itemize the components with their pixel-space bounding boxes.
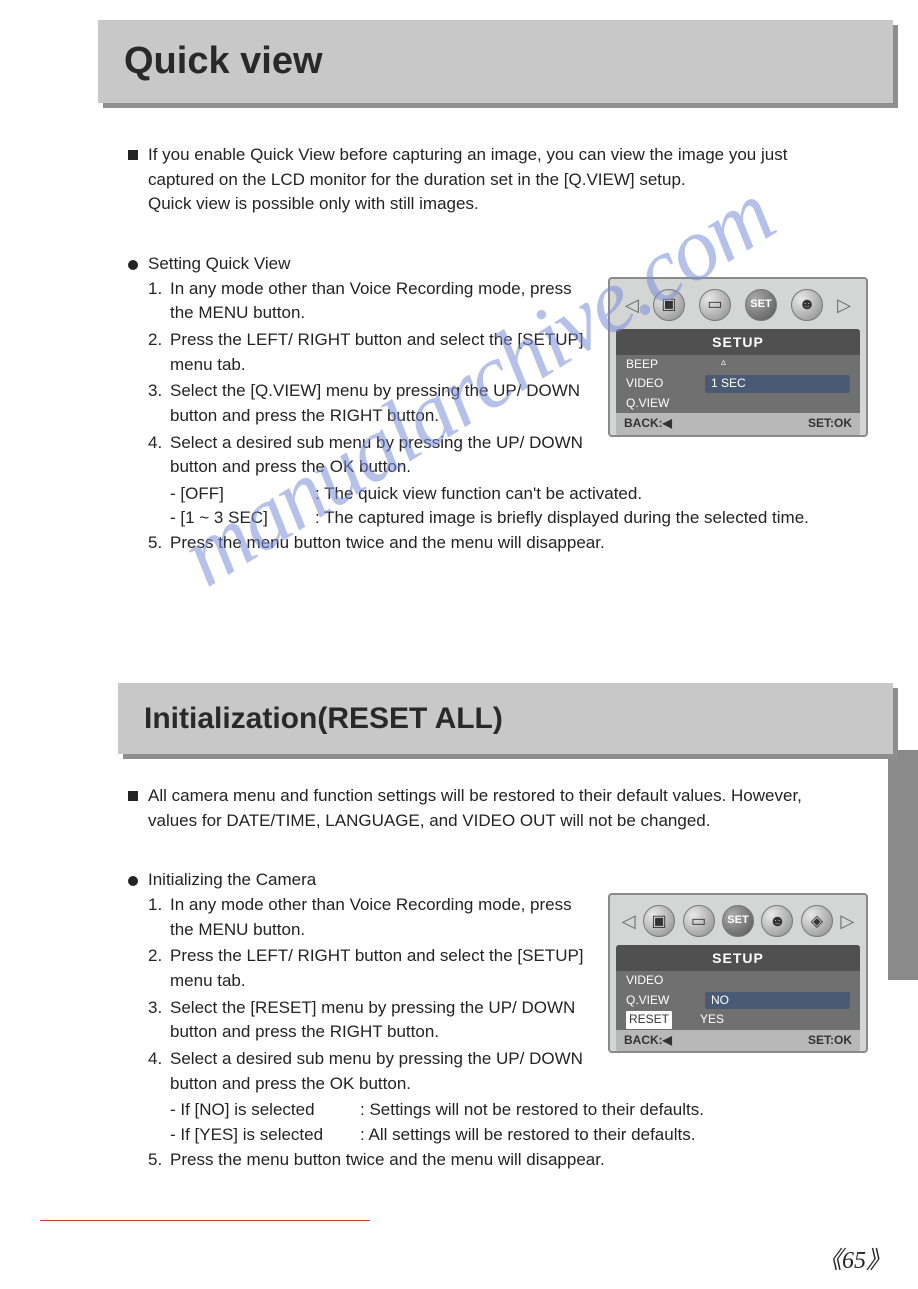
lcd-set-label: SET:OK bbox=[808, 1032, 852, 1049]
lcd-menu-item: VIDEO bbox=[626, 375, 691, 392]
sub-option-val: : The captured image is briefly displaye… bbox=[315, 506, 809, 531]
lcd-camera-icon: ▣ bbox=[653, 289, 685, 321]
intro-line: values for DATE/TIME, LANGUAGE, and VIDE… bbox=[148, 809, 868, 834]
step-text: In any mode other than Voice Recording m… bbox=[170, 893, 593, 942]
intro-line: Quick view is possible only with still i… bbox=[148, 192, 868, 217]
sub-option-val: : All settings will be restored to their… bbox=[360, 1123, 695, 1148]
circle-bullet-icon bbox=[128, 876, 138, 886]
step-text: Select a desired sub menu by pressing th… bbox=[170, 431, 593, 480]
step-number: 1. bbox=[148, 277, 170, 326]
step-text: Press the menu button twice and the menu… bbox=[170, 531, 868, 556]
lcd-panel-title: SETUP bbox=[616, 945, 860, 971]
square-bullet-icon bbox=[128, 150, 138, 160]
lcd-globe-icon: ◈ bbox=[801, 905, 833, 937]
lcd-set-icon: SET bbox=[722, 905, 754, 937]
lcd-nav-right-icon: ▷ bbox=[840, 908, 854, 934]
step-text: Select the [RESET] menu by pressing the … bbox=[170, 996, 593, 1045]
lcd-back-label: BACK:◀ bbox=[624, 415, 672, 432]
square-bullet-icon bbox=[128, 791, 138, 801]
step-number: 4. bbox=[148, 1047, 170, 1096]
step-number: 1. bbox=[148, 893, 170, 942]
steps-subtitle: Setting Quick View bbox=[148, 252, 868, 277]
lcd-nav-left-icon: ◁ bbox=[622, 908, 636, 934]
lcd-play-icon: ▭ bbox=[683, 905, 715, 937]
sub-option-key: - [OFF] bbox=[170, 482, 315, 507]
section2-title: Initialization(RESET ALL) bbox=[144, 697, 867, 741]
lcd-play-icon: ▭ bbox=[699, 289, 731, 321]
step-text: Select the [Q.VIEW] menu by pressing the… bbox=[170, 379, 593, 428]
lcd-menu-value: YES bbox=[682, 1011, 850, 1028]
step-number: 4. bbox=[148, 431, 170, 480]
lcd-nav-right-icon: ▷ bbox=[837, 292, 851, 318]
section1-title: Quick view bbox=[124, 34, 867, 89]
lcd-set-icon: SET bbox=[745, 289, 777, 321]
intro-line: All camera menu and function settings wi… bbox=[148, 784, 868, 809]
step-text: Press the LEFT/ RIGHT button and select … bbox=[170, 944, 593, 993]
step-text: In any mode other than Voice Recording m… bbox=[170, 277, 593, 326]
lcd-screenshot-1: ◁ ▣ ▭ SET ☻ ▷ SETUP BEEP ▵ VIDEO 1 SEC Q.V… bbox=[608, 277, 868, 437]
section1-heading: Quick view bbox=[98, 20, 893, 103]
side-tab bbox=[888, 750, 918, 980]
lcd-person-icon: ☻ bbox=[791, 289, 823, 321]
lcd-menu-item: Q.VIEW bbox=[626, 992, 691, 1009]
step-number: 5. bbox=[148, 1148, 170, 1173]
step-text: Press the menu button twice and the menu… bbox=[170, 1148, 868, 1173]
step-number: 2. bbox=[148, 944, 170, 993]
lcd-menu-item: RESET bbox=[626, 1011, 672, 1028]
lcd-person-icon: ☻ bbox=[761, 905, 793, 937]
circle-bullet-icon bbox=[128, 260, 138, 270]
step-number: 5. bbox=[148, 531, 170, 556]
lcd-nav-left-icon: ◁ bbox=[625, 292, 639, 318]
section2-steps: Initializing the Camera 1.In any mode ot… bbox=[128, 868, 868, 1174]
lcd-panel-title: SETUP bbox=[616, 329, 860, 355]
lcd-camera-icon: ▣ bbox=[643, 905, 675, 937]
section2-heading: Initialization(RESET ALL) bbox=[118, 683, 893, 755]
page-number: 65 bbox=[818, 1244, 890, 1279]
sub-option-key: - If [YES] is selected bbox=[170, 1123, 360, 1148]
lcd-menu-item: BEEP bbox=[626, 356, 691, 373]
red-divider-line bbox=[40, 1220, 370, 1221]
lcd-menu-value: 1 SEC bbox=[705, 375, 850, 392]
steps-subtitle: Initializing the Camera bbox=[148, 868, 868, 893]
step-number: 2. bbox=[148, 328, 170, 377]
lcd-up-icon: ▵ bbox=[721, 356, 726, 373]
lcd-screenshot-2: ◁ ▣ ▭ SET ☻ ◈ ▷ SETUP VIDEO Q.VIEW NO bbox=[608, 893, 868, 1053]
sub-option-key: - If [NO] is selected bbox=[170, 1098, 360, 1123]
step-number: 3. bbox=[148, 379, 170, 428]
sub-option-val: : The quick view function can't be activ… bbox=[315, 482, 642, 507]
lcd-menu-item: VIDEO bbox=[626, 972, 691, 989]
sub-option-val: : Settings will not be restored to their… bbox=[360, 1098, 704, 1123]
lcd-menu-item: Q.VIEW bbox=[626, 395, 691, 412]
step-number: 3. bbox=[148, 996, 170, 1045]
lcd-menu-value: NO bbox=[705, 992, 850, 1009]
sub-option-key: - [1 ~ 3 SEC] bbox=[170, 506, 315, 531]
lcd-back-label: BACK:◀ bbox=[624, 1032, 672, 1049]
intro-line: If you enable Quick View before capturin… bbox=[148, 143, 868, 168]
intro-line: captured on the LCD monitor for the dura… bbox=[148, 168, 868, 193]
section1-intro: If you enable Quick View before capturin… bbox=[128, 143, 868, 217]
section2-intro: All camera menu and function settings wi… bbox=[128, 784, 868, 833]
section1-steps: Setting Quick View 1.In any mode other t… bbox=[128, 252, 868, 558]
step-text: Press the LEFT/ RIGHT button and select … bbox=[170, 328, 593, 377]
lcd-set-label: SET:OK bbox=[808, 415, 852, 432]
step-text: Select a desired sub menu by pressing th… bbox=[170, 1047, 593, 1096]
